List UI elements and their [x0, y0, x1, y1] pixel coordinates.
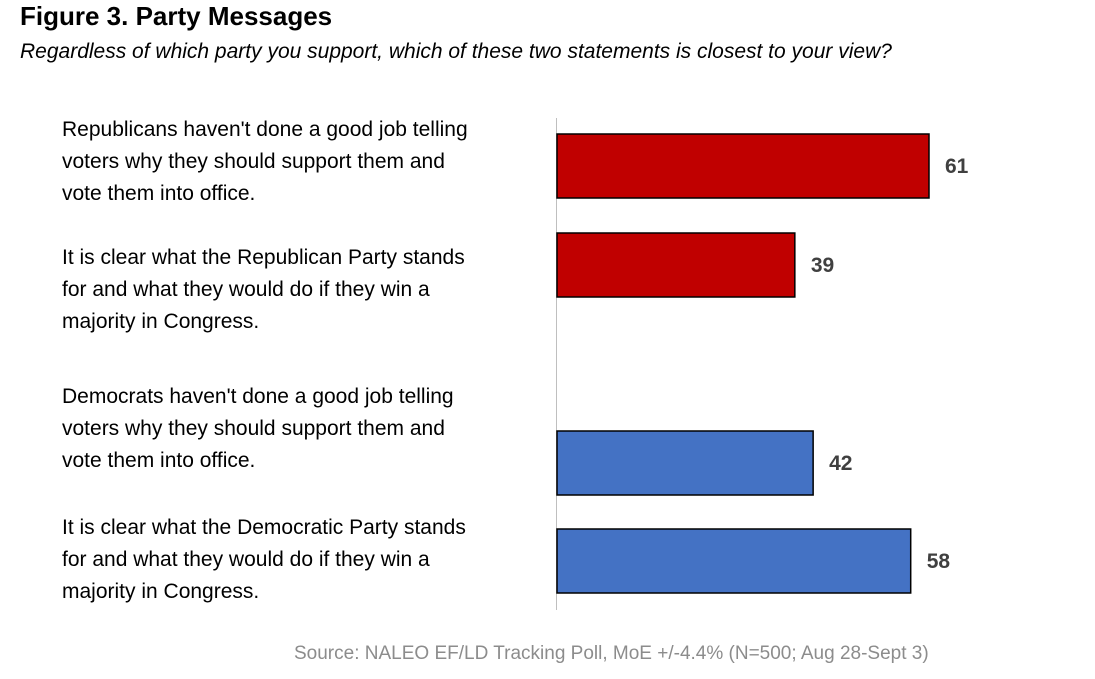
- category-axis-line: [556, 118, 557, 610]
- category-label-line: vote them into office.: [62, 449, 256, 472]
- chart-title: Figure 3. Party Messages: [20, 1, 333, 31]
- category-label-line: majority in Congress.: [62, 310, 260, 333]
- data-label-democratic-party-clear: 58: [927, 550, 951, 573]
- data-label-republican-party-clear: 39: [811, 254, 834, 277]
- category-label-democratic-party-clear: It is clear what the Democratic Party st…: [62, 512, 542, 608]
- bar-republicans-not-good-job: [556, 133, 930, 199]
- category-label-line: majority in Congress.: [62, 580, 260, 603]
- category-label-democrats-not-good-job: Democrats haven't done a good job tellin…: [62, 381, 542, 477]
- category-label-republican-party-clear: It is clear what the Republican Party st…: [62, 242, 542, 338]
- category-label-line: for and what they would do if they win a: [62, 548, 430, 571]
- bar-democrats-not-good-job: [556, 430, 814, 496]
- bar-democratic-party-clear: [556, 528, 912, 594]
- source-note: Source: NALEO EF/LD Tracking Poll, MoE +…: [294, 643, 929, 664]
- category-label-line: vote them into office.: [62, 182, 256, 205]
- category-label-line: Republicans haven't done a good job tell…: [62, 118, 468, 141]
- category-label-line: It is clear what the Democratic Party st…: [62, 516, 466, 539]
- category-label-line: for and what they would do if they win a: [62, 278, 430, 301]
- chart-subtitle: Regardless of which party you support, w…: [20, 40, 892, 63]
- category-label-line: Democrats haven't done a good job tellin…: [62, 385, 454, 408]
- data-label-republicans-not-good-job: 61: [945, 155, 969, 178]
- category-label-line: voters why they should support them and: [62, 417, 445, 440]
- category-label-republicans-not-good-job: Republicans haven't done a good job tell…: [62, 114, 542, 210]
- category-label-line: It is clear what the Republican Party st…: [62, 246, 465, 269]
- bar-republican-party-clear: [556, 232, 796, 298]
- category-label-line: voters why they should support them and: [62, 150, 445, 173]
- data-label-democrats-not-good-job: 42: [829, 452, 852, 475]
